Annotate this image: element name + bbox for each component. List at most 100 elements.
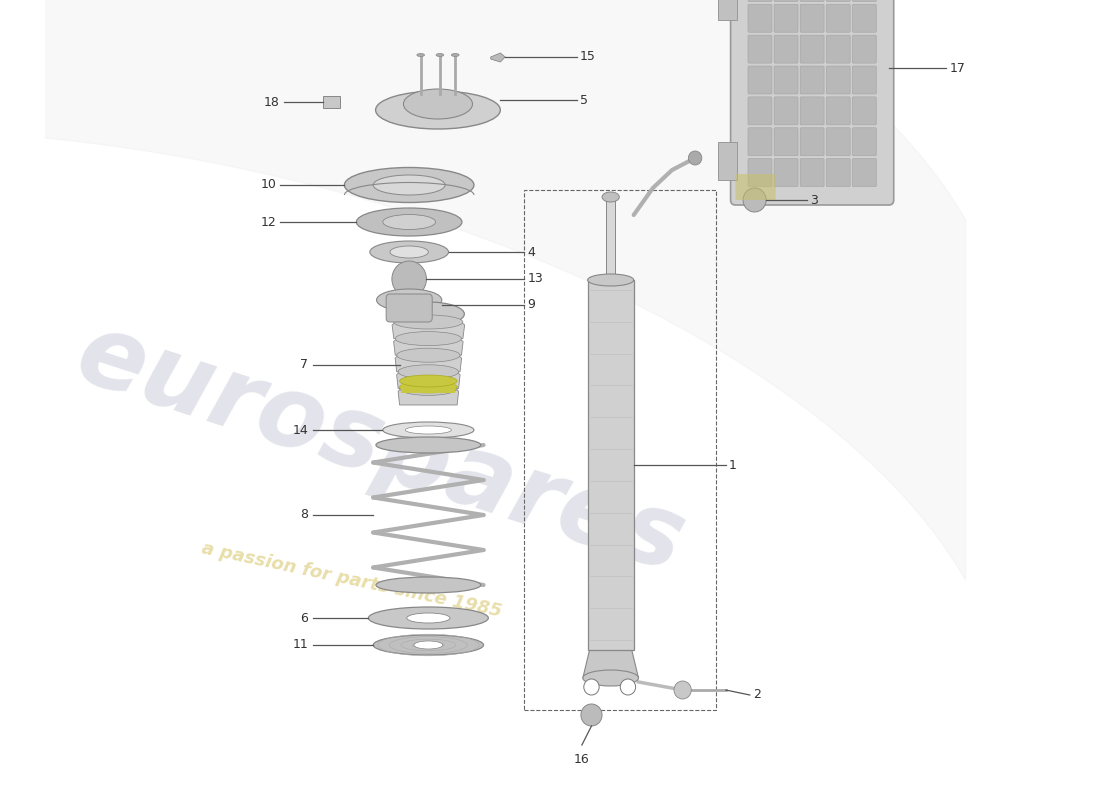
Bar <box>322 96 340 108</box>
Ellipse shape <box>383 214 436 230</box>
FancyBboxPatch shape <box>748 4 772 32</box>
Ellipse shape <box>451 54 459 57</box>
Bar <box>718 142 737 180</box>
FancyBboxPatch shape <box>826 66 850 94</box>
Text: 12: 12 <box>261 215 277 229</box>
Text: 3: 3 <box>811 194 818 206</box>
Text: 8: 8 <box>300 509 308 522</box>
Ellipse shape <box>390 246 428 258</box>
Bar <box>587 280 634 650</box>
Text: a passion for parts since 1985: a passion for parts since 1985 <box>200 539 504 621</box>
FancyBboxPatch shape <box>748 158 772 186</box>
FancyBboxPatch shape <box>774 128 798 156</box>
Circle shape <box>620 679 636 695</box>
Ellipse shape <box>407 613 450 623</box>
Circle shape <box>392 261 427 297</box>
Circle shape <box>584 679 600 695</box>
Text: 16: 16 <box>574 753 590 766</box>
Polygon shape <box>398 388 459 405</box>
Ellipse shape <box>368 607 488 629</box>
FancyBboxPatch shape <box>852 4 877 32</box>
Text: 13: 13 <box>527 273 543 286</box>
Ellipse shape <box>356 208 462 236</box>
Ellipse shape <box>395 331 462 346</box>
Bar <box>402 381 455 393</box>
Bar <box>606 197 616 282</box>
FancyBboxPatch shape <box>748 35 772 63</box>
Text: eurospares: eurospares <box>65 306 696 594</box>
FancyBboxPatch shape <box>730 0 893 205</box>
Ellipse shape <box>383 422 474 438</box>
FancyBboxPatch shape <box>852 0 877 2</box>
Text: 2: 2 <box>752 689 760 702</box>
Circle shape <box>581 704 602 726</box>
Ellipse shape <box>417 54 425 57</box>
Polygon shape <box>397 372 460 388</box>
FancyBboxPatch shape <box>774 35 798 63</box>
Ellipse shape <box>370 241 449 263</box>
Ellipse shape <box>398 365 459 378</box>
Ellipse shape <box>602 192 619 202</box>
Ellipse shape <box>376 437 481 453</box>
Text: 14: 14 <box>293 423 308 437</box>
Ellipse shape <box>414 641 443 649</box>
Ellipse shape <box>394 315 463 329</box>
Text: 6: 6 <box>300 611 308 625</box>
Ellipse shape <box>373 635 484 655</box>
Bar <box>525 190 716 710</box>
Ellipse shape <box>393 302 464 326</box>
FancyBboxPatch shape <box>852 128 877 156</box>
Ellipse shape <box>344 167 474 202</box>
Text: 15: 15 <box>580 50 596 63</box>
FancyBboxPatch shape <box>800 0 824 2</box>
Ellipse shape <box>375 91 500 129</box>
Circle shape <box>689 151 702 165</box>
FancyBboxPatch shape <box>386 294 432 322</box>
FancyBboxPatch shape <box>748 0 772 2</box>
FancyBboxPatch shape <box>826 0 850 2</box>
Ellipse shape <box>405 426 451 434</box>
Polygon shape <box>395 355 462 372</box>
FancyBboxPatch shape <box>800 128 824 156</box>
FancyBboxPatch shape <box>826 35 850 63</box>
Polygon shape <box>583 650 638 678</box>
Text: 5: 5 <box>580 94 588 106</box>
Text: 11: 11 <box>293 638 308 651</box>
FancyBboxPatch shape <box>826 97 850 125</box>
FancyBboxPatch shape <box>800 158 824 186</box>
FancyBboxPatch shape <box>748 128 772 156</box>
FancyBboxPatch shape <box>800 66 824 94</box>
FancyBboxPatch shape <box>774 4 798 32</box>
FancyBboxPatch shape <box>826 158 850 186</box>
Ellipse shape <box>404 89 473 119</box>
FancyBboxPatch shape <box>852 97 877 125</box>
FancyBboxPatch shape <box>826 128 850 156</box>
FancyBboxPatch shape <box>774 0 798 2</box>
FancyBboxPatch shape <box>800 4 824 32</box>
FancyBboxPatch shape <box>852 158 877 186</box>
Ellipse shape <box>436 54 443 57</box>
Ellipse shape <box>399 382 458 395</box>
Ellipse shape <box>373 175 446 195</box>
FancyBboxPatch shape <box>852 35 877 63</box>
FancyBboxPatch shape <box>748 66 772 94</box>
Text: 9: 9 <box>527 298 535 311</box>
Text: 4: 4 <box>527 246 535 258</box>
FancyBboxPatch shape <box>748 97 772 125</box>
FancyBboxPatch shape <box>774 158 798 186</box>
FancyBboxPatch shape <box>826 4 850 32</box>
Ellipse shape <box>399 381 458 393</box>
Circle shape <box>674 681 691 699</box>
FancyBboxPatch shape <box>774 97 798 125</box>
Text: 10: 10 <box>261 178 277 191</box>
FancyBboxPatch shape <box>736 174 776 200</box>
FancyBboxPatch shape <box>800 97 824 125</box>
Ellipse shape <box>376 577 481 593</box>
Polygon shape <box>491 53 505 62</box>
Text: 1: 1 <box>728 458 737 471</box>
Polygon shape <box>392 322 464 338</box>
Ellipse shape <box>587 274 634 286</box>
Ellipse shape <box>399 375 458 387</box>
FancyBboxPatch shape <box>774 66 798 94</box>
Ellipse shape <box>397 348 460 362</box>
